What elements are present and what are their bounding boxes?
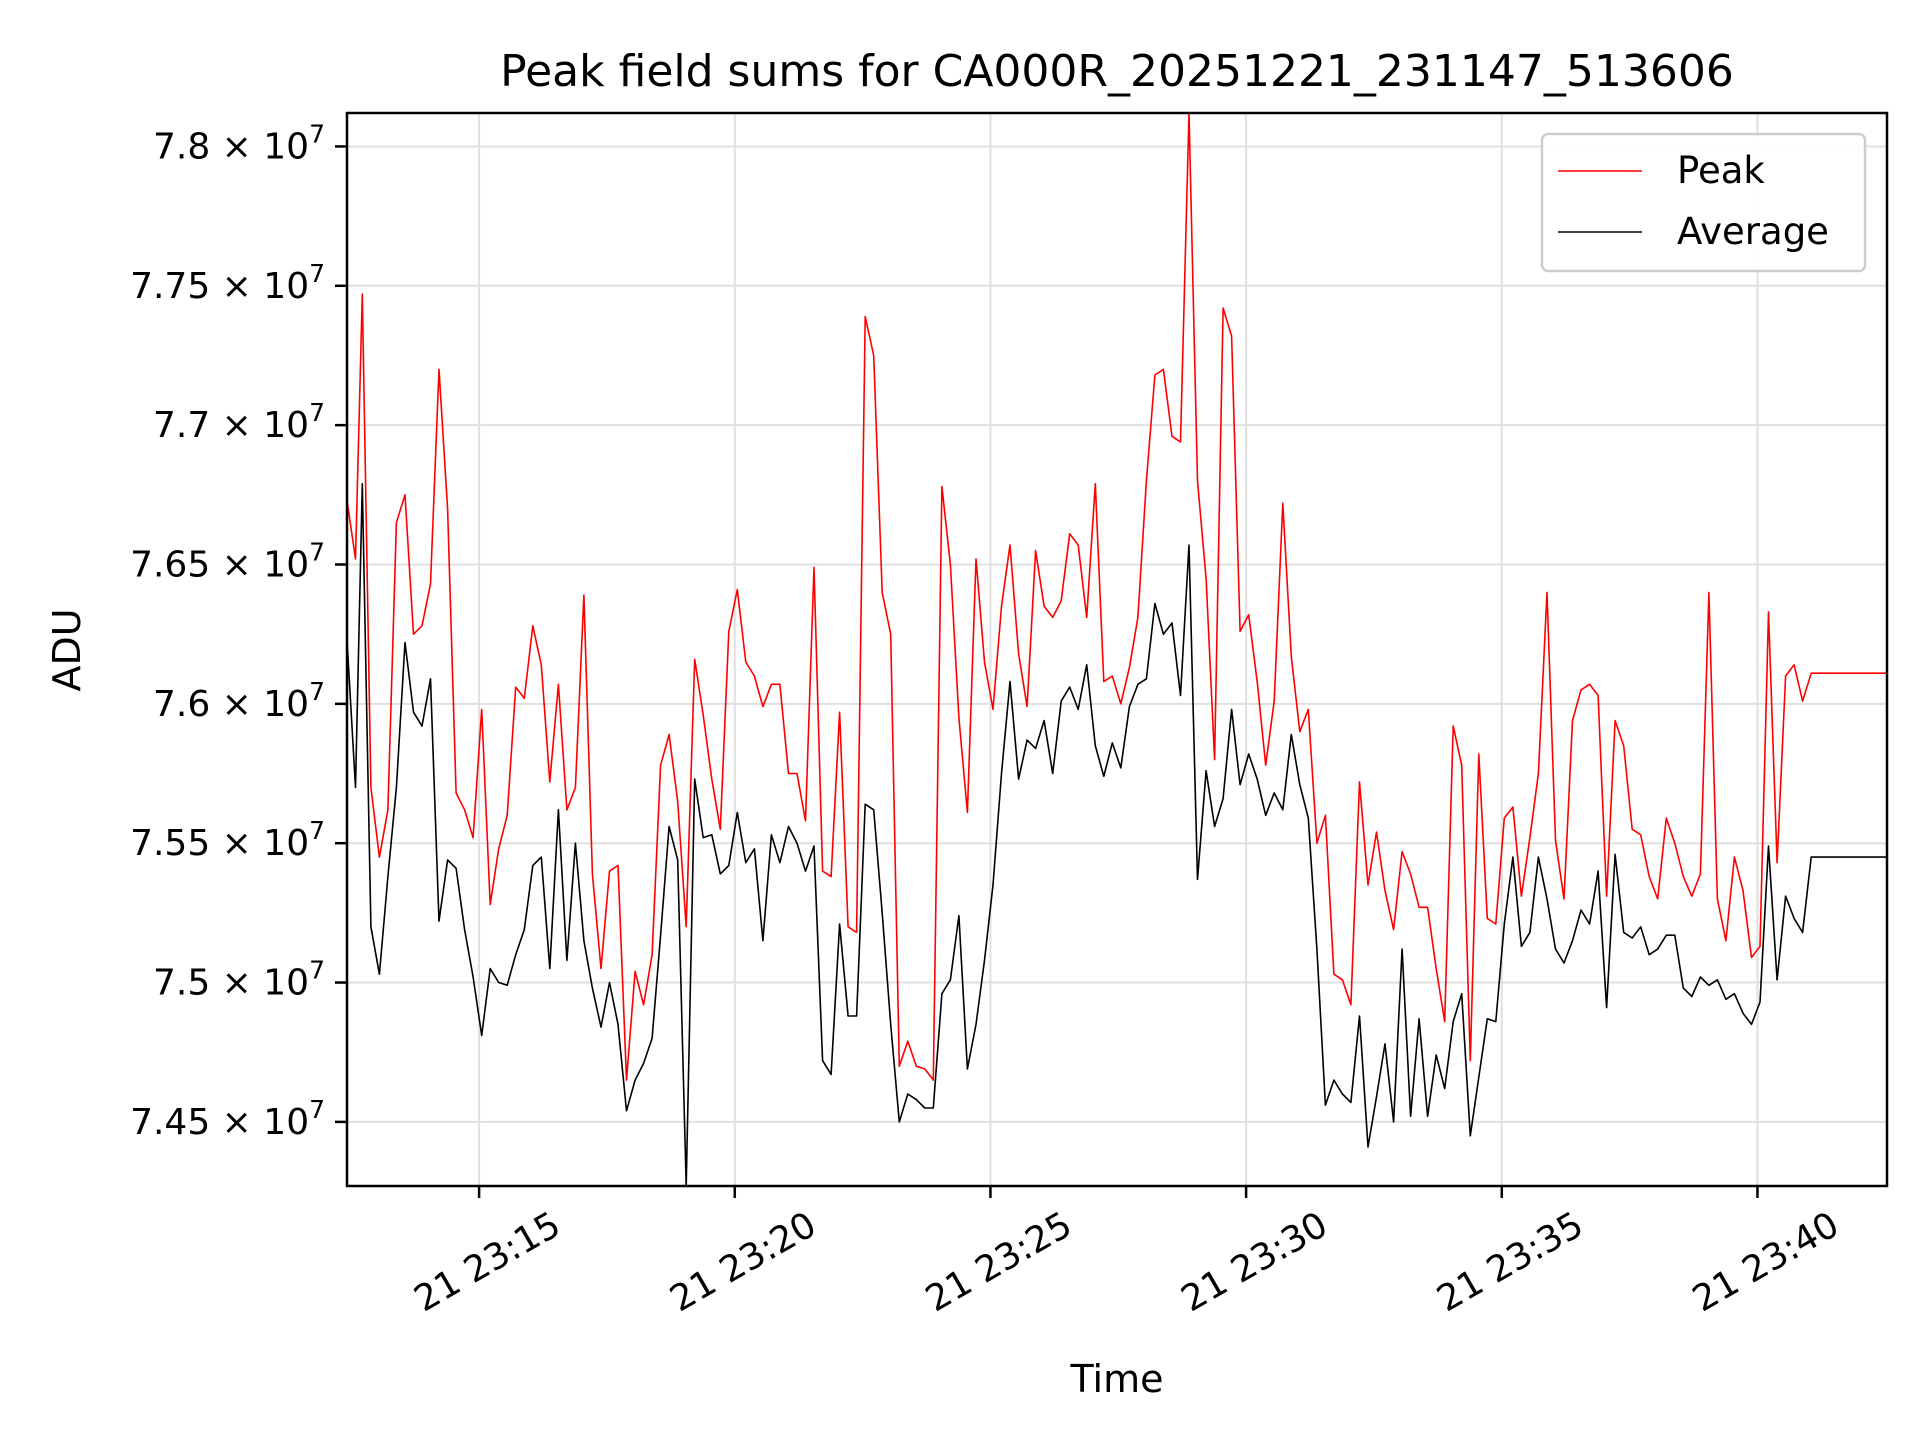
series-lines: [347, 113, 1887, 1186]
series-line-average: [347, 482, 1887, 1186]
y-tick-label: 7.45 × 107: [130, 1095, 325, 1143]
y-tick-label: 7.7 × 107: [153, 398, 325, 446]
y-tick-label: 7.65 × 107: [130, 537, 325, 585]
x-tick-label: 21 23:40: [1686, 1204, 1846, 1320]
y-axis-label: ADU: [45, 608, 89, 691]
chart-title: Peak field sums for CA000R_20251221_2311…: [500, 46, 1734, 97]
x-axis: 21 23:15 21 23:20 21 23:25 21 23:30 21 23:35…: [408, 1186, 1846, 1320]
y-axis: 7.45 × 107 7.5 × 107 7.55 × 107 7.6 × 107 7.…: [130, 119, 347, 1143]
y-tick-label: 7.5 × 107: [153, 956, 325, 1004]
series-line-peak: [347, 113, 1887, 1081]
y-tick-label: 7.55 × 107: [130, 816, 325, 864]
y-tick-label: 7.75 × 107: [130, 259, 325, 307]
legend-box: [1540, 132, 1867, 273]
x-tick-label: 21 23:15: [408, 1204, 568, 1320]
x-axis-label: Time: [1070, 1357, 1164, 1401]
x-tick-label: 21 23:20: [663, 1204, 823, 1320]
y-tick-label: 7.8 × 107: [153, 119, 325, 167]
legend: Peak Average: [1540, 132, 1867, 273]
plot-frame: [345, 111, 1889, 1188]
legend-label-peak: Peak: [1677, 149, 1765, 192]
grid: [347, 113, 1887, 1186]
legend-label-average: Average: [1677, 210, 1829, 253]
x-tick-label: 21 23:35: [1430, 1204, 1590, 1320]
y-tick-label: 7.6 × 107: [153, 677, 325, 725]
x-tick-label: 21 23:30: [1175, 1204, 1335, 1320]
x-tick-label: 21 23:25: [919, 1204, 1079, 1320]
